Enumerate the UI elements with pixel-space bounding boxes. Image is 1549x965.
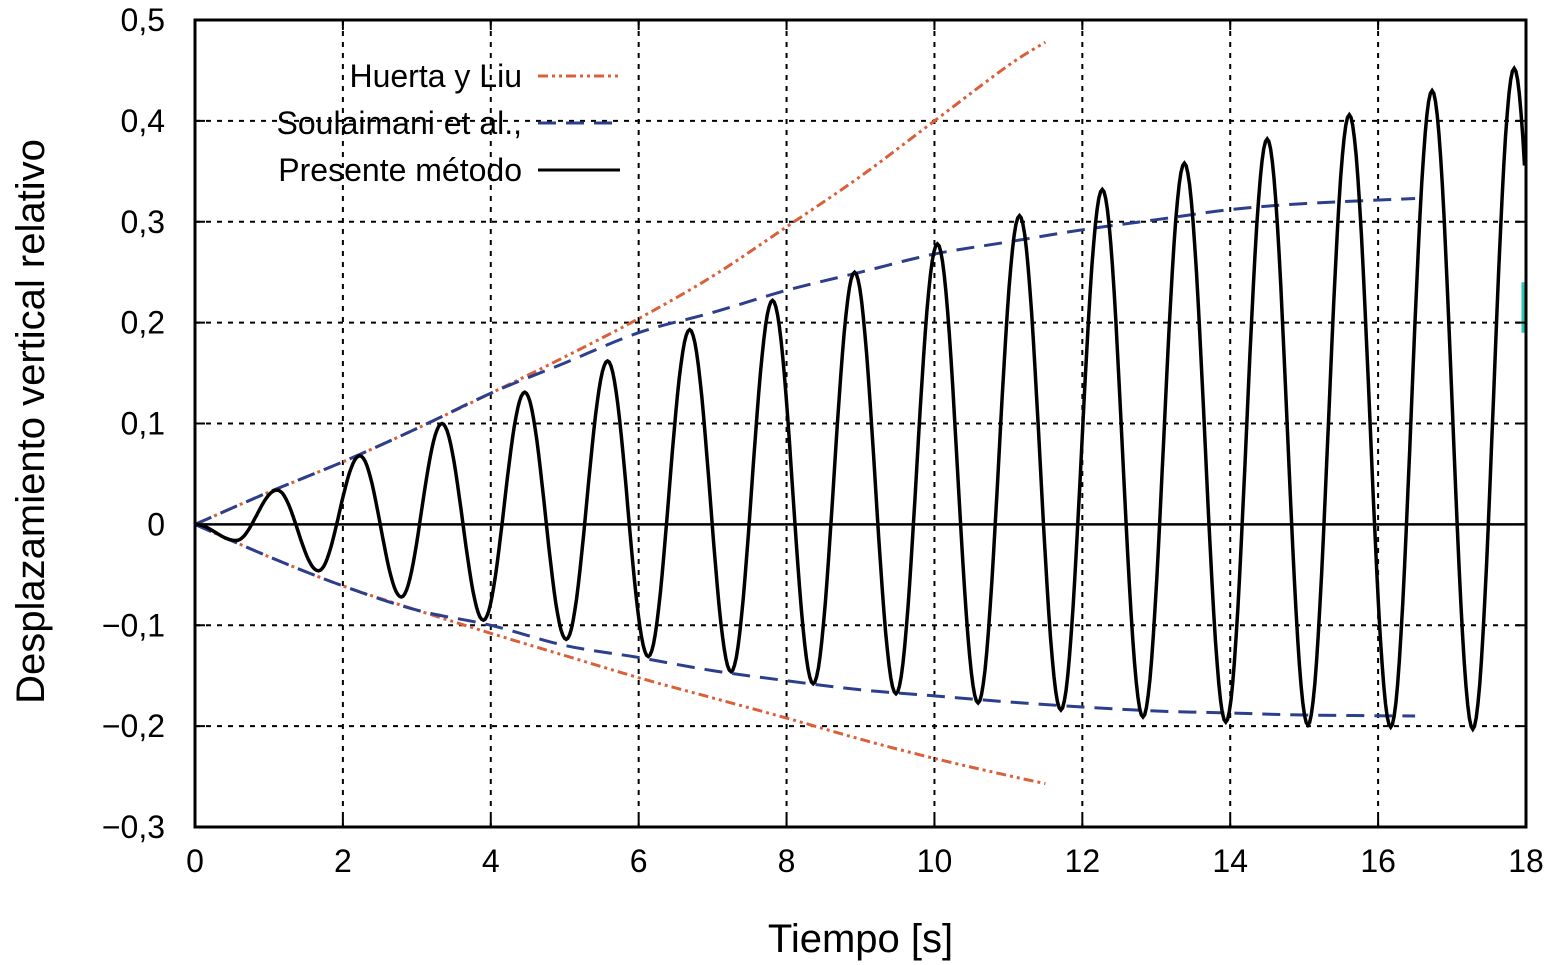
x-tick-label: 10 bbox=[917, 843, 953, 879]
x-tick-label: 4 bbox=[482, 843, 500, 879]
series-2-line bbox=[195, 65, 1527, 733]
y-tick-label: 0 bbox=[147, 506, 165, 542]
x-tick-label: 8 bbox=[778, 843, 796, 879]
x-tick-label: 16 bbox=[1360, 843, 1396, 879]
x-tick-label: 18 bbox=[1508, 843, 1544, 879]
y-tick-label: 0,1 bbox=[121, 406, 165, 442]
y-tick-label: 0,3 bbox=[121, 204, 165, 240]
series-2 bbox=[195, 65, 1527, 733]
y-tick-label: 0,4 bbox=[121, 103, 165, 139]
series-0 bbox=[194, 40, 1047, 786]
ticks: 0 2 4 6 8 10 12 14 16 18 −0,3 −0,2 −0,1 0 0,1 0,2 0,3 0,4… bbox=[102, 2, 1544, 879]
series-0-line-1 bbox=[194, 523, 1046, 786]
x-tick-label: 0 bbox=[186, 843, 204, 879]
series-1 bbox=[194, 197, 1416, 718]
y-tick-label: 0,2 bbox=[121, 305, 165, 341]
grid bbox=[195, 20, 1526, 827]
legend: Huerta y Liu Soulaimani et al., Presente m… bbox=[277, 58, 620, 188]
y-tick-label: 0,5 bbox=[121, 2, 165, 38]
x-tick-label: 14 bbox=[1212, 843, 1248, 879]
y-axis-title: Desplazamiento vertical relativo bbox=[9, 139, 53, 704]
x-tick-label: 12 bbox=[1065, 843, 1101, 879]
series-1-line-1 bbox=[194, 523, 1416, 718]
y-tick-label: −0,2 bbox=[102, 708, 165, 744]
y-tick-label: −0,3 bbox=[102, 809, 165, 845]
legend-label-0: Huerta y Liu bbox=[349, 58, 522, 94]
y-tick-label: −0,1 bbox=[102, 607, 165, 643]
x-tick-label: 6 bbox=[630, 843, 648, 879]
x-tick-label: 2 bbox=[334, 843, 352, 879]
series-group bbox=[194, 40, 1527, 786]
series-0-line-0 bbox=[194, 40, 1047, 526]
legend-label-2: Presente método bbox=[278, 152, 522, 188]
series-1-line-0 bbox=[194, 197, 1416, 526]
legend-label-1: Soulaimani et al., bbox=[277, 105, 522, 141]
x-axis-title: Tiempo [s] bbox=[768, 917, 953, 961]
